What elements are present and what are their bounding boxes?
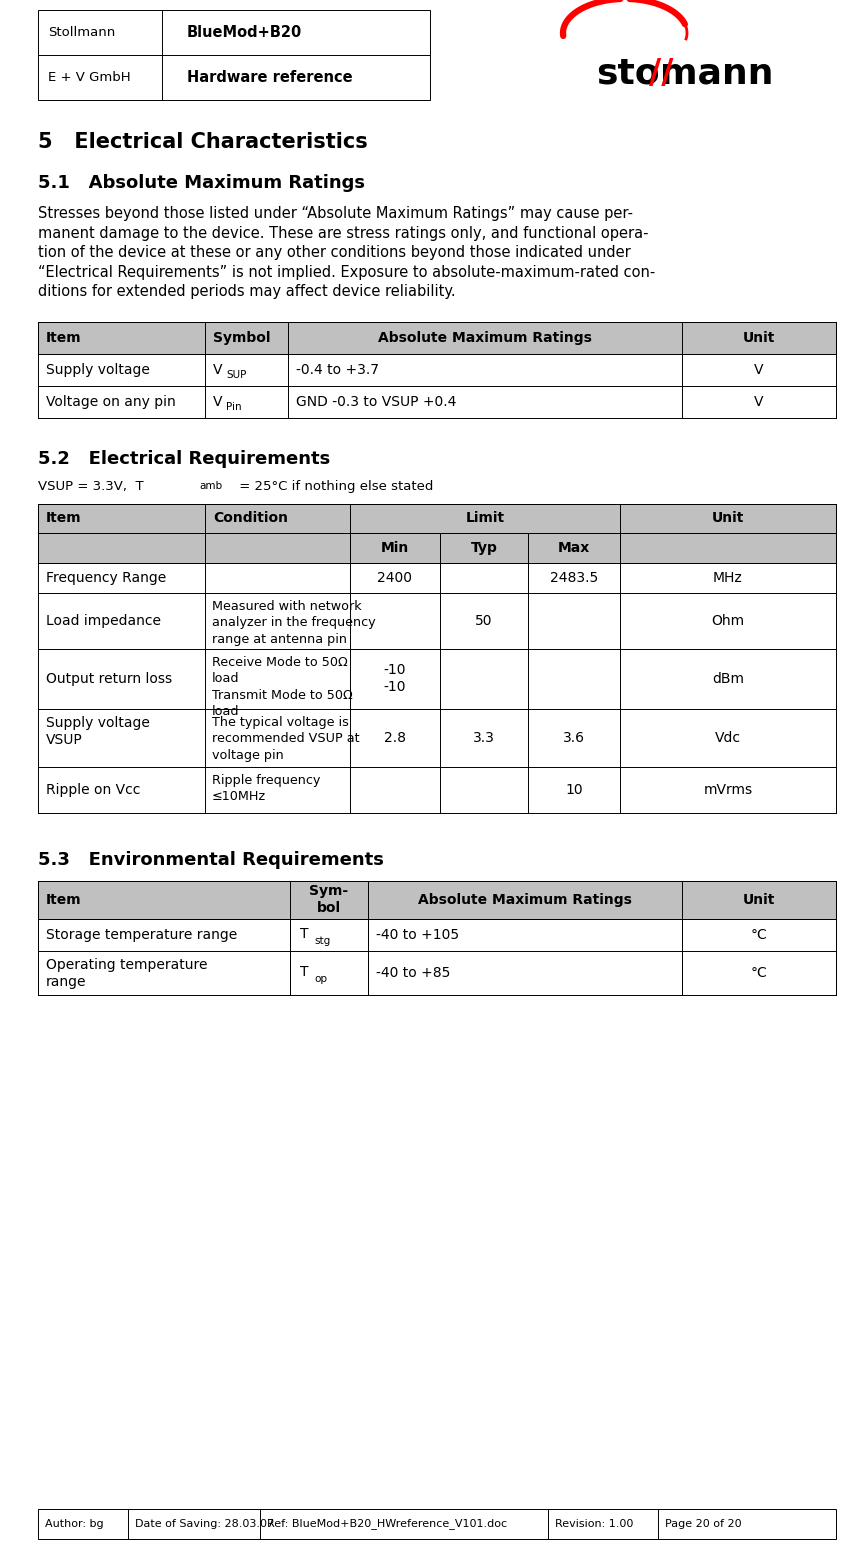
Text: The typical voltage is
recommended VSUP at
voltage pin: The typical voltage is recommended VSUP … <box>212 716 360 761</box>
Text: Page 20 of 20: Page 20 of 20 <box>665 1519 741 1528</box>
Text: dBm: dBm <box>712 671 744 685</box>
Text: V: V <box>213 362 222 376</box>
Text: T: T <box>300 927 309 941</box>
Text: V: V <box>754 362 764 376</box>
Text: Vdc: Vdc <box>715 730 741 744</box>
Text: Unit: Unit <box>743 331 775 345</box>
Text: -40 to +85: -40 to +85 <box>376 965 450 979</box>
Text: °C: °C <box>751 965 767 979</box>
Text: Condition: Condition <box>213 511 288 526</box>
Text: 2400: 2400 <box>378 571 413 585</box>
Bar <box>38 880 836 919</box>
Text: Item: Item <box>46 331 82 345</box>
Text: MHz: MHz <box>713 571 743 585</box>
Text: V: V <box>754 394 764 408</box>
Text: 3.6: 3.6 <box>563 730 585 744</box>
Text: stg: stg <box>314 936 330 945</box>
Text: ditions for extended periods may affect device reliability.: ditions for extended periods may affect … <box>38 285 456 299</box>
Text: Revision: 1.00: Revision: 1.00 <box>555 1519 633 1528</box>
Text: 2483.5: 2483.5 <box>550 571 598 585</box>
Text: Limit: Limit <box>465 511 505 526</box>
Text: GND -0.3 to VSUP +0.4: GND -0.3 to VSUP +0.4 <box>296 394 456 408</box>
Text: Item: Item <box>46 893 82 907</box>
Text: -0.4 to +3.7: -0.4 to +3.7 <box>296 362 379 376</box>
Text: -40 to +105: -40 to +105 <box>376 928 459 942</box>
Text: E + V GmbH: E + V GmbH <box>48 71 130 84</box>
Text: 5.2   Electrical Requirements: 5.2 Electrical Requirements <box>38 450 330 467</box>
Text: Measured with network
analyzer in the frequency
range at antenna pin: Measured with network analyzer in the fr… <box>212 600 376 645</box>
Text: 2.8: 2.8 <box>384 730 406 744</box>
Text: Date of Saving: 28.03.07: Date of Saving: 28.03.07 <box>135 1519 274 1528</box>
Text: Stresses beyond those listed under “Absolute Maximum Ratings” may cause per-: Stresses beyond those listed under “Abso… <box>38 206 633 221</box>
Text: 5.3   Environmental Requirements: 5.3 Environmental Requirements <box>38 851 384 868</box>
Text: “Electrical Requirements” is not implied. Exposure to absolute-maximum-rated con: “Electrical Requirements” is not implied… <box>38 265 656 280</box>
Text: Ripple on Vcc: Ripple on Vcc <box>46 783 141 797</box>
Text: sto: sto <box>596 56 660 90</box>
Bar <box>38 322 836 354</box>
Text: //: // <box>649 57 674 90</box>
Text: Voltage on any pin: Voltage on any pin <box>46 394 176 408</box>
Text: Output return loss: Output return loss <box>46 671 172 685</box>
Text: op: op <box>314 973 327 984</box>
Text: Pin: Pin <box>226 402 242 412</box>
Text: Supply voltage
VSUP: Supply voltage VSUP <box>46 716 150 747</box>
Bar <box>38 1508 836 1539</box>
Text: Ripple frequency
≤10MHz: Ripple frequency ≤10MHz <box>212 774 320 803</box>
Text: Load impedance: Load impedance <box>46 614 161 628</box>
Text: amb: amb <box>199 481 222 492</box>
Text: V: V <box>213 394 222 408</box>
Text: Receive Mode to 50Ω
load
Transmit Mode to 50Ω
load: Receive Mode to 50Ω load Transmit Mode t… <box>212 656 353 718</box>
Text: 3.3: 3.3 <box>473 730 495 744</box>
Text: Min: Min <box>381 541 409 555</box>
Text: Unit: Unit <box>743 893 775 907</box>
Text: Operating temperature
range: Operating temperature range <box>46 958 208 990</box>
Text: BlueMod+B20: BlueMod+B20 <box>187 25 302 40</box>
Bar <box>38 534 836 563</box>
Text: Ref: BlueMod+B20_HWreference_V101.doc: Ref: BlueMod+B20_HWreference_V101.doc <box>267 1519 507 1530</box>
Text: mann: mann <box>660 56 774 90</box>
Text: 50: 50 <box>475 614 492 628</box>
Text: Stollmann: Stollmann <box>48 26 115 39</box>
Text: 5   Electrical Characteristics: 5 Electrical Characteristics <box>38 131 368 152</box>
Text: Supply voltage: Supply voltage <box>46 362 150 376</box>
Bar <box>38 9 430 101</box>
Text: Absolute Maximum Ratings: Absolute Maximum Ratings <box>378 331 592 345</box>
Text: -10
-10: -10 -10 <box>384 662 406 695</box>
Text: Unit: Unit <box>712 511 744 526</box>
Text: manent damage to the device. These are stress ratings only, and functional opera: manent damage to the device. These are s… <box>38 226 649 240</box>
Text: Item: Item <box>46 511 82 526</box>
Text: tion of the device at these or any other conditions beyond those indicated under: tion of the device at these or any other… <box>38 244 631 260</box>
Text: Ohm: Ohm <box>711 614 745 628</box>
Text: 5.1   Absolute Maximum Ratings: 5.1 Absolute Maximum Ratings <box>38 173 365 192</box>
Text: Author: bg: Author: bg <box>45 1519 104 1528</box>
Text: = 25°C if nothing else stated: = 25°C if nothing else stated <box>235 480 433 492</box>
Text: Typ: Typ <box>470 541 498 555</box>
Text: Storage temperature range: Storage temperature range <box>46 928 238 942</box>
Text: VSUP = 3.3V,  T: VSUP = 3.3V, T <box>38 480 143 492</box>
Text: Hardware reference: Hardware reference <box>187 70 353 85</box>
Text: mVrms: mVrms <box>704 783 752 797</box>
Bar <box>38 503 836 534</box>
Text: Frequency Range: Frequency Range <box>46 571 166 585</box>
Text: Sym-
bol: Sym- bol <box>310 883 348 916</box>
Text: SUP: SUP <box>226 370 246 381</box>
Text: Max: Max <box>558 541 590 555</box>
Text: T: T <box>300 964 309 979</box>
Text: 10: 10 <box>565 783 583 797</box>
Text: °C: °C <box>751 928 767 942</box>
Text: Absolute Maximum Ratings: Absolute Maximum Ratings <box>418 893 632 907</box>
Text: Symbol: Symbol <box>213 331 270 345</box>
